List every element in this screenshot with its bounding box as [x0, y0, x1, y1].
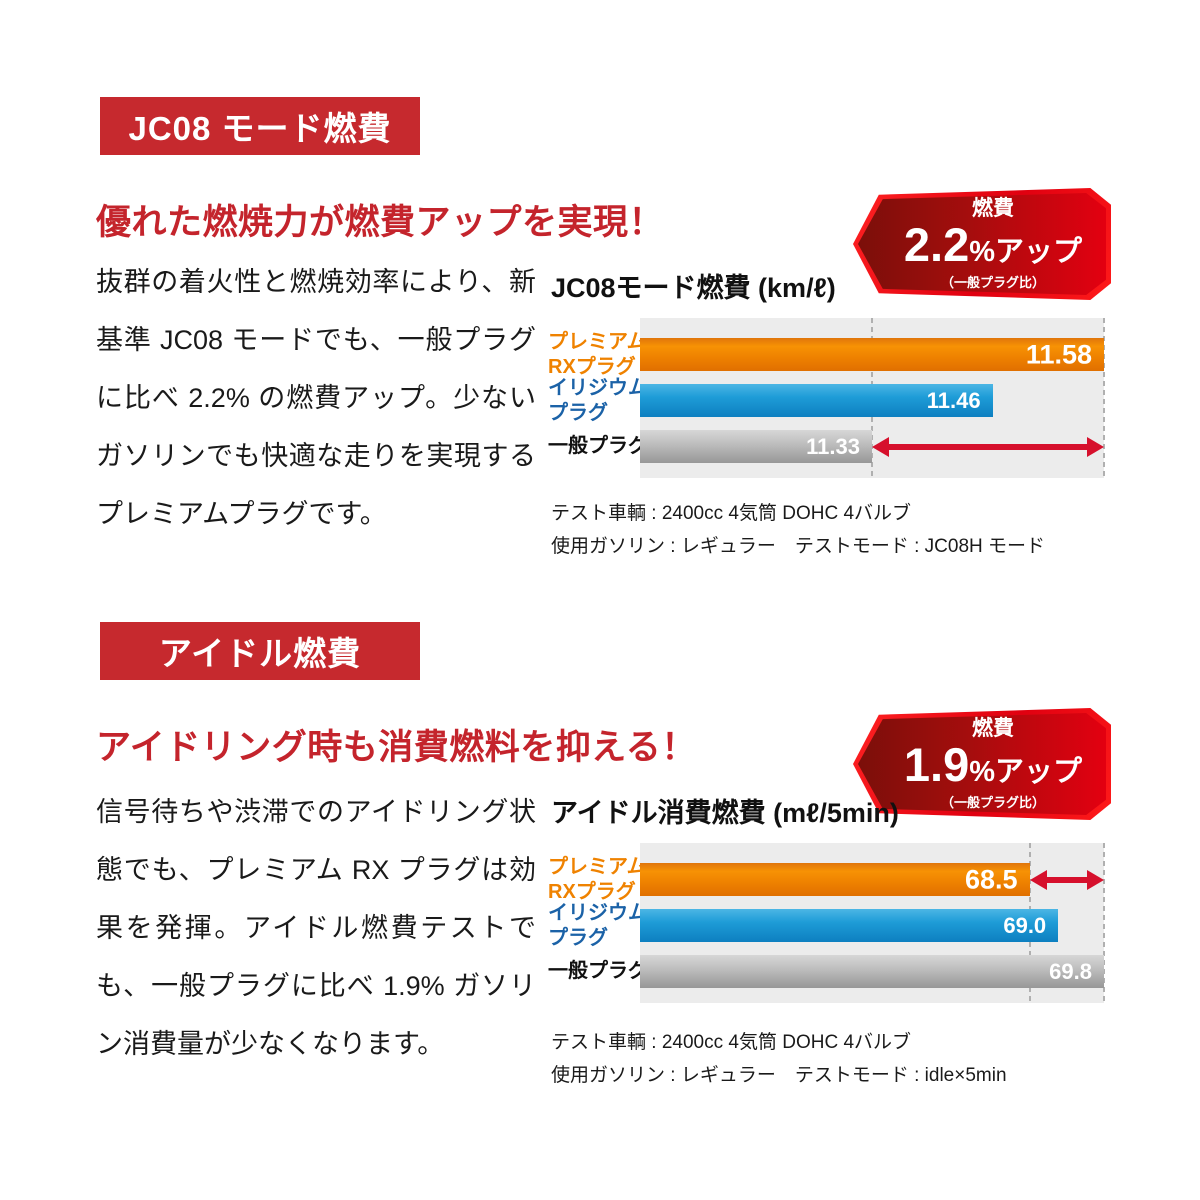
chart-footnotes-idle: テスト車輌 : 2400cc 4気筒 DOHC 4バルブ 使用ガソリン : レギ…	[551, 1026, 1007, 1092]
bar-category-label-line: RXプラグ	[548, 880, 636, 903]
bar-category-label: プレミアム RXプラグ	[548, 855, 647, 905]
hex-badge-note: （一般プラグ比）	[940, 274, 1045, 290]
arrow-shaft	[884, 443, 1092, 450]
chart-bar-gray: 69.8	[640, 955, 1104, 988]
hexagon-fill	[858, 193, 1106, 295]
headline-idle: アイドリング時も消費燃料を抑える！	[96, 728, 697, 767]
hex-badge-label: 燃費	[972, 717, 1014, 741]
arrow-left-head-icon	[1029, 869, 1047, 890]
hex-badge-value: 2.2	[903, 217, 970, 271]
section-header-jc08: JC08 モード燃費	[100, 97, 420, 155]
bar-value: 69.0	[1003, 912, 1047, 938]
bar-category-label-line: プラグ	[548, 926, 608, 949]
double-arrow-icon	[1029, 869, 1104, 890]
bar-category-label-line: 一般プラグ	[548, 435, 648, 457]
section-header-idle: アイドル燃費	[100, 622, 420, 680]
arrow-shaft	[1041, 876, 1092, 883]
chart-title-idle: アイドル消費燃費 (mℓ/5min)	[551, 798, 899, 828]
hex-badge-value: 1.9	[903, 737, 970, 791]
fuel-economy-hexagon-badge: 燃費 2.2%アップ （一般プラグ比）	[853, 188, 1111, 300]
hex-badge-label: 燃費	[972, 197, 1014, 221]
footnote-line: 使用ガソリン : レギュラー テストモード : idle×5min	[551, 1065, 1007, 1086]
chart-idle: プレミアム RXプラグ イリジウム プラグ一般プラグ 68.5 69.0 69.8	[548, 843, 1105, 1003]
bar-category-label-line: イリジウム	[548, 376, 648, 399]
arrow-right-head-icon	[1087, 436, 1104, 457]
bar-category-label: プレミアム RXプラグ	[548, 330, 647, 380]
headline-jc08: 優れた燃焼力が燃費アップを実現！	[96, 203, 665, 242]
bar-value: 68.5	[964, 864, 1018, 894]
dashed-guideline	[1103, 318, 1105, 478]
bar-value: 11.46	[926, 387, 981, 413]
chart-plot-area: 68.5 69.0 69.8	[640, 843, 1105, 1003]
arrow-left-head-icon	[872, 436, 889, 457]
double-arrow-icon	[872, 436, 1104, 457]
chart-footnotes-jc08: テスト車輌 : 2400cc 4気筒 DOHC 4バルブ 使用ガソリン : レギ…	[551, 497, 1045, 563]
bar-value: 69.8	[1049, 958, 1092, 984]
hex-badge-suffix: %アップ	[969, 755, 1083, 788]
body-text-idle: 信号待ちや渋滞でのアイドリング状態でも、プレミアム RX プラグは効果を発揮。ア…	[96, 797, 536, 1059]
hex-badge-suffix: %アップ	[969, 235, 1083, 268]
chart-bar-blue: 69.0	[640, 909, 1059, 942]
bar-category-label-line: プラグ	[548, 401, 608, 424]
footnote-line: テスト車輌 : 2400cc 4気筒 DOHC 4バルブ	[551, 503, 912, 524]
bar-category-label: イリジウム プラグ	[548, 376, 648, 426]
hex-badge-note: （一般プラグ比）	[940, 794, 1045, 810]
bar-value: 11.58	[1025, 339, 1092, 369]
footnote-line: 使用ガソリン : レギュラー テストモード : JC08H モード	[551, 536, 1046, 557]
section-header-label: JC08 モード燃費	[128, 110, 392, 147]
footnote-line: テスト車輌 : 2400cc 4気筒 DOHC 4バルブ	[551, 1032, 912, 1053]
bar-category-label-line: プレミアム	[548, 330, 647, 353]
arrow-right-head-icon	[1086, 869, 1104, 890]
chart-title-jc08: JC08モード燃費 (km/ℓ)	[551, 273, 836, 303]
section-header-label: アイドル燃費	[158, 635, 362, 672]
chart-category-labels: プレミアム RXプラグ イリジウム プラグ一般プラグ	[548, 843, 648, 1003]
bar-value: 11.33	[806, 433, 860, 459]
bar-category-label-line: プレミアム	[548, 855, 647, 878]
chart-bar-orange: 68.5	[640, 863, 1030, 896]
bar-category-label-line: RXプラグ	[548, 355, 636, 378]
chart-bar-orange: 11.58	[640, 338, 1104, 371]
chart-category-labels: プレミアム RXプラグ イリジウム プラグ一般プラグ	[548, 318, 648, 478]
hexagon-fill	[858, 713, 1106, 815]
body-text-jc08: 抜群の着火性と燃焼効率により、新基準 JC08 モードでも、一般プラグに比べ 2…	[96, 267, 536, 529]
chart-plot-area: 11.58 11.46 11.33	[640, 318, 1105, 478]
chart-bar-blue: 11.46	[640, 384, 993, 417]
dashed-guideline	[1103, 843, 1105, 1003]
chart-bar-gray: 11.33	[640, 430, 872, 463]
bar-category-label: 一般プラグ	[548, 959, 648, 984]
bar-category-label-line: 一般プラグ	[548, 960, 648, 982]
chart-jc08: プレミアム RXプラグ イリジウム プラグ一般プラグ 11.58 11.46 11.33	[548, 318, 1105, 478]
bar-category-label: イリジウム プラグ	[548, 901, 648, 951]
fuel-economy-hexagon-badge: 燃費 1.9%アップ （一般プラグ比）	[853, 708, 1111, 820]
bar-category-label-line: イリジウム	[548, 901, 648, 924]
bar-category-label: 一般プラグ	[548, 434, 648, 459]
